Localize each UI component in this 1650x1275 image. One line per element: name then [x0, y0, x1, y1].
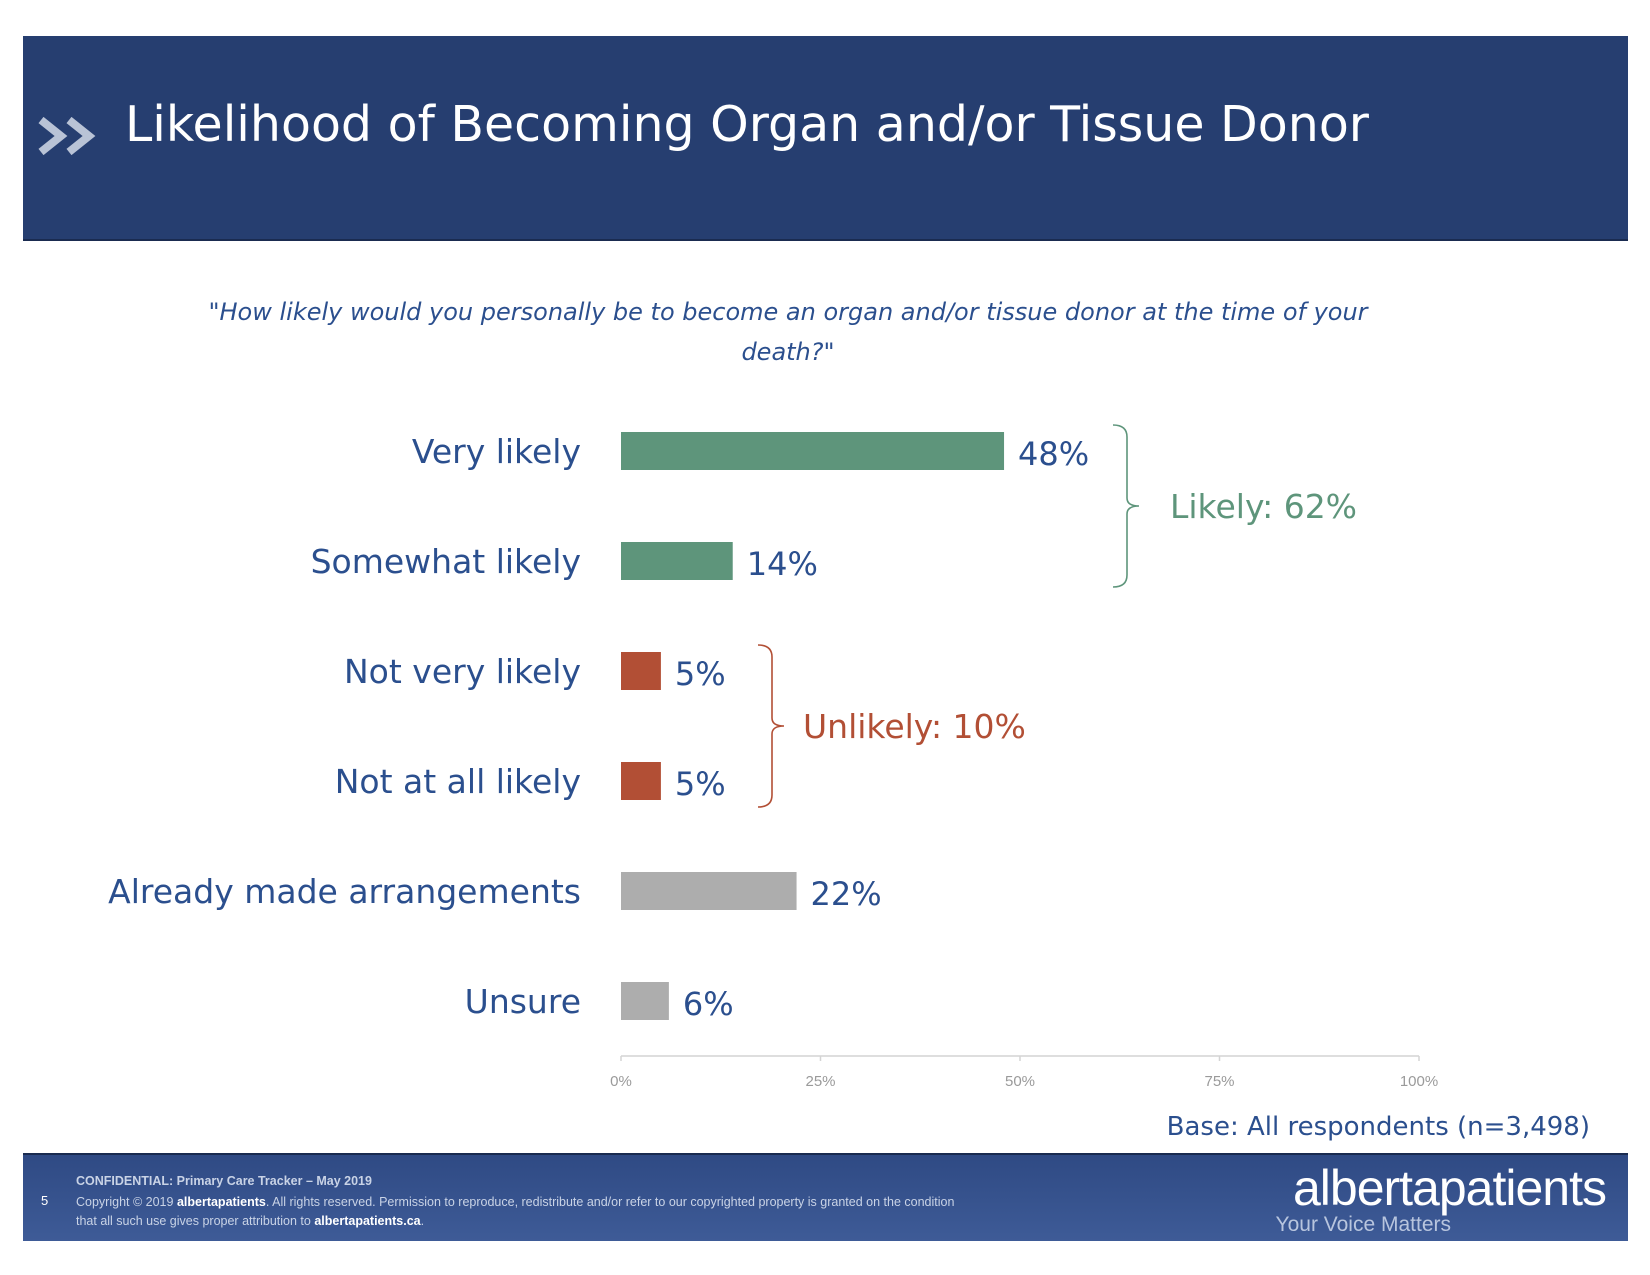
- category-label: Not very likely: [344, 652, 581, 691]
- page-title: Likelihood of Becoming Organ and/or Tiss…: [125, 96, 1369, 153]
- bar: [621, 762, 661, 800]
- footer: 5 CONFIDENTIAL: Primary Care Tracker – M…: [23, 1153, 1628, 1241]
- data-label: 14%: [747, 545, 818, 583]
- copyright-end: .: [420, 1214, 425, 1228]
- copyright-notice: Copyright © 2019 albertapatients. All ri…: [76, 1193, 976, 1231]
- survey-question: "How likely would you personally be to b…: [208, 298, 1368, 366]
- category-label: Very likely: [412, 432, 581, 471]
- bar: [621, 432, 1005, 470]
- category-label: Not at all likely: [335, 762, 581, 801]
- bar: [621, 652, 661, 690]
- brand-tagline: Your Voice Matters: [1275, 1213, 1452, 1236]
- bar: [621, 542, 733, 580]
- bar: [621, 872, 797, 910]
- group-label: Unlikely: 10%: [803, 707, 1026, 746]
- x-tick-label: 75%: [1204, 1073, 1234, 1090]
- group-brace: [1112, 424, 1140, 588]
- copyright-brand: albertapatients: [176, 1195, 266, 1209]
- x-tick-label: 0%: [610, 1073, 632, 1090]
- page-number: 5: [41, 1193, 49, 1208]
- x-tick-label: 50%: [1005, 1073, 1035, 1090]
- category-label: Unsure: [465, 982, 581, 1021]
- copyright-pre: Copyright © 2019: [76, 1195, 177, 1209]
- category-label: Somewhat likely: [311, 542, 581, 581]
- category-label: Already made arrangements: [108, 872, 581, 911]
- copyright-site: albertapatients.ca: [314, 1214, 421, 1228]
- group-label: Likely: 62%: [1170, 487, 1357, 526]
- title-banner: Likelihood of Becoming Organ and/or Tiss…: [23, 36, 1628, 241]
- data-label: 5%: [675, 765, 726, 803]
- bar: [621, 982, 669, 1020]
- data-label: 22%: [811, 875, 882, 913]
- data-label: 6%: [683, 985, 734, 1023]
- double-chevron-right-icon: [38, 116, 96, 156]
- base-note: Base: All respondents (n=3,498): [1166, 1112, 1590, 1142]
- confidential-note: CONFIDENTIAL: Primary Care Tracker – May…: [76, 1174, 372, 1188]
- group-brace: [757, 644, 785, 808]
- data-label: 48%: [1018, 435, 1089, 473]
- brand-logo: albertapatients: [1292, 1160, 1607, 1216]
- data-label: 5%: [675, 655, 726, 693]
- copyright-mid: . All rights reserved. Permission to rep…: [76, 1195, 955, 1228]
- x-tick-label: 25%: [805, 1073, 835, 1090]
- x-tick-label: 100%: [1400, 1073, 1438, 1090]
